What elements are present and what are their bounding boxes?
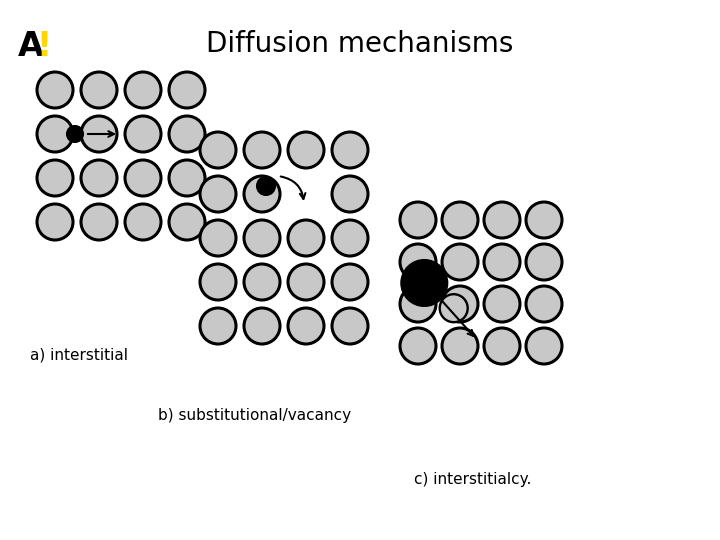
Circle shape — [200, 264, 236, 300]
Text: b) substitutional/vacancy: b) substitutional/vacancy — [158, 408, 351, 423]
Circle shape — [332, 264, 368, 300]
Circle shape — [244, 308, 280, 344]
Text: Diffusion mechanisms: Diffusion mechanisms — [207, 30, 513, 58]
Circle shape — [200, 132, 236, 168]
Circle shape — [332, 308, 368, 344]
Circle shape — [288, 308, 324, 344]
Text: a) interstitial: a) interstitial — [30, 348, 128, 363]
Circle shape — [401, 260, 447, 306]
Circle shape — [37, 72, 73, 108]
Text: c) interstitialcy.: c) interstitialcy. — [414, 472, 531, 487]
Circle shape — [81, 116, 117, 152]
Circle shape — [37, 204, 73, 240]
Circle shape — [442, 286, 478, 322]
Circle shape — [484, 202, 520, 238]
Circle shape — [442, 244, 478, 280]
Circle shape — [400, 244, 436, 280]
Circle shape — [484, 286, 520, 322]
Circle shape — [257, 177, 275, 195]
Circle shape — [442, 328, 478, 364]
Circle shape — [169, 72, 205, 108]
Circle shape — [125, 116, 161, 152]
Circle shape — [200, 308, 236, 344]
Circle shape — [400, 328, 436, 364]
Circle shape — [200, 220, 236, 256]
Circle shape — [332, 220, 368, 256]
Circle shape — [37, 116, 73, 152]
Circle shape — [125, 204, 161, 240]
Circle shape — [125, 72, 161, 108]
Circle shape — [442, 202, 478, 238]
Circle shape — [244, 132, 280, 168]
Circle shape — [400, 202, 436, 238]
Circle shape — [526, 328, 562, 364]
Circle shape — [125, 160, 161, 196]
Circle shape — [169, 204, 205, 240]
Circle shape — [400, 286, 436, 322]
Circle shape — [67, 126, 83, 142]
Circle shape — [332, 176, 368, 212]
Circle shape — [526, 202, 562, 238]
Circle shape — [244, 220, 280, 256]
Circle shape — [288, 132, 324, 168]
Circle shape — [288, 220, 324, 256]
Circle shape — [288, 264, 324, 300]
Circle shape — [526, 244, 562, 280]
Circle shape — [484, 244, 520, 280]
Circle shape — [81, 204, 117, 240]
Circle shape — [440, 294, 468, 322]
Circle shape — [332, 132, 368, 168]
Text: !: ! — [36, 30, 51, 63]
Circle shape — [81, 72, 117, 108]
Circle shape — [244, 176, 280, 212]
Circle shape — [37, 160, 73, 196]
Text: A: A — [18, 30, 44, 63]
Circle shape — [169, 160, 205, 196]
Circle shape — [526, 286, 562, 322]
Circle shape — [81, 160, 117, 196]
Circle shape — [484, 328, 520, 364]
Circle shape — [200, 176, 236, 212]
Circle shape — [244, 264, 280, 300]
Circle shape — [169, 116, 205, 152]
